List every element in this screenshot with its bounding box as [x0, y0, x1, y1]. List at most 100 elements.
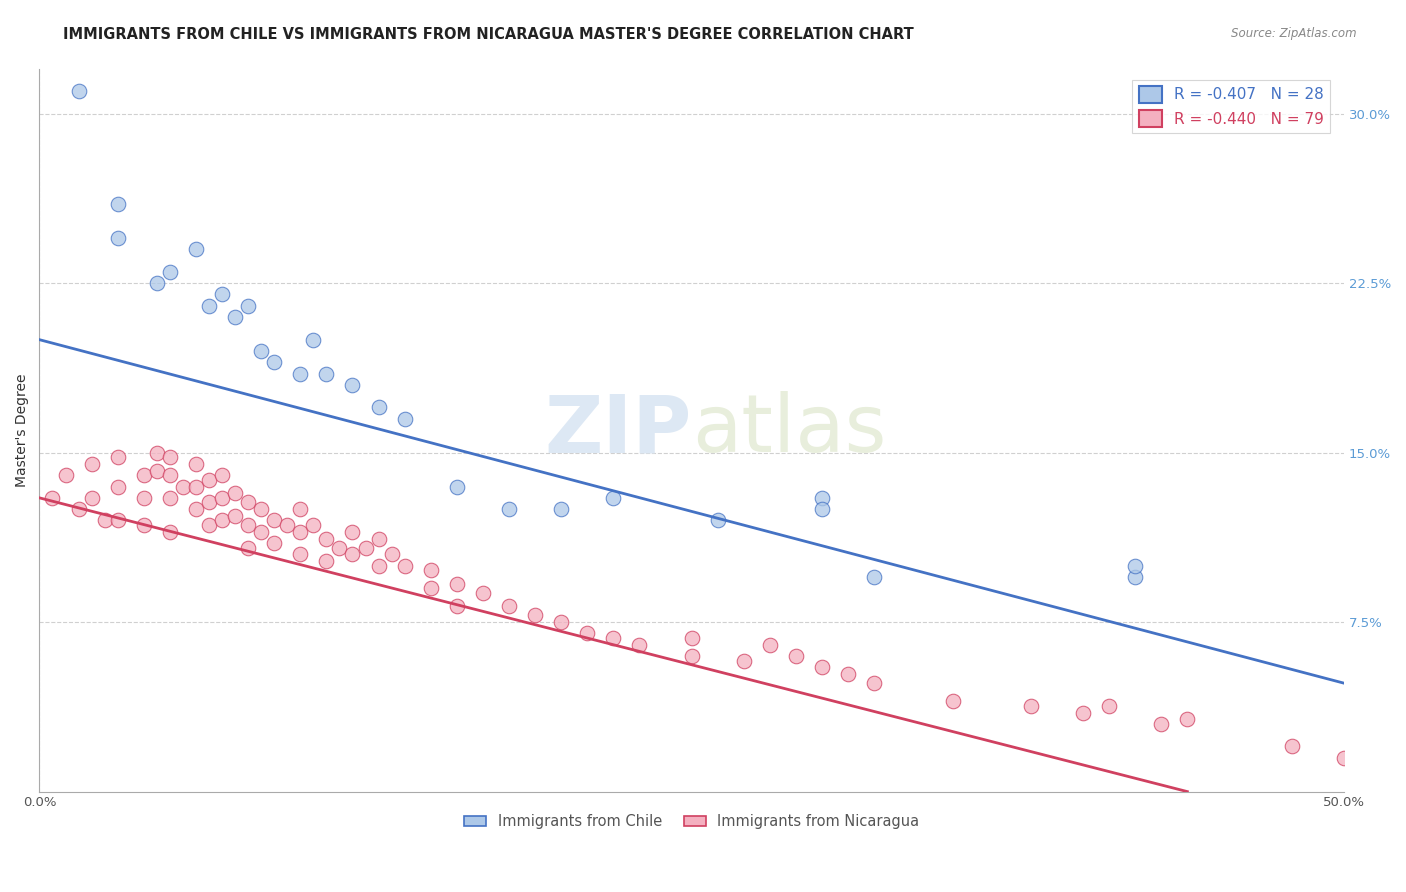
Point [394, 558, 416, 573]
Point [93, 513, 115, 527]
Point [342, 524, 364, 539]
Point [198, 495, 221, 509]
Point [41, 491, 63, 505]
Point [446, 576, 468, 591]
Point [706, 513, 728, 527]
Point [107, 231, 129, 245]
Point [524, 608, 547, 623]
Point [236, 299, 259, 313]
Point [315, 554, 337, 568]
Point [224, 486, 246, 500]
Point [224, 508, 246, 523]
Point [236, 541, 259, 555]
Point [250, 524, 273, 539]
Point [55, 468, 77, 483]
Point [302, 518, 325, 533]
Point [132, 491, 155, 505]
Point [159, 524, 181, 539]
Point [471, 586, 494, 600]
Point [250, 343, 273, 358]
Point [602, 491, 624, 505]
Point [342, 547, 364, 561]
Legend: Immigrants from Chile, Immigrants from Nicaragua: Immigrants from Chile, Immigrants from N… [458, 808, 925, 835]
Point [276, 518, 298, 533]
Point [837, 667, 859, 681]
Point [446, 479, 468, 493]
Point [236, 518, 259, 533]
Point [146, 464, 169, 478]
Point [342, 377, 364, 392]
Point [576, 626, 599, 640]
Point [80, 491, 103, 505]
Point [628, 638, 651, 652]
Point [107, 479, 129, 493]
Point [224, 310, 246, 324]
Point [1333, 750, 1355, 764]
Point [419, 563, 441, 577]
Point [290, 547, 312, 561]
Point [446, 599, 468, 614]
Point [184, 479, 207, 493]
Point [184, 242, 207, 256]
Point [863, 676, 886, 690]
Point [367, 558, 389, 573]
Point [315, 532, 337, 546]
Point [733, 654, 755, 668]
Point [302, 333, 325, 347]
Point [367, 401, 389, 415]
Point [811, 502, 834, 516]
Text: ZIP: ZIP [544, 391, 692, 469]
Point [785, 648, 807, 663]
Point [290, 502, 312, 516]
Point [1071, 706, 1094, 720]
Point [1019, 698, 1042, 713]
Point [184, 457, 207, 471]
Point [394, 411, 416, 425]
Point [759, 638, 782, 652]
Point [811, 660, 834, 674]
Point [1175, 712, 1198, 726]
Point [159, 468, 181, 483]
Point [67, 84, 90, 98]
Point [328, 541, 350, 555]
Point [1150, 716, 1173, 731]
Point [498, 599, 520, 614]
Point [172, 479, 194, 493]
Point [146, 445, 169, 459]
Point [1098, 698, 1121, 713]
Point [419, 581, 441, 595]
Text: IMMIGRANTS FROM CHILE VS IMMIGRANTS FROM NICARAGUA MASTER'S DEGREE CORRELATION C: IMMIGRANTS FROM CHILE VS IMMIGRANTS FROM… [63, 27, 914, 42]
Point [211, 287, 233, 301]
Point [211, 468, 233, 483]
Point [1123, 558, 1146, 573]
Point [354, 541, 377, 555]
Point [236, 495, 259, 509]
Point [315, 367, 337, 381]
Point [550, 615, 572, 629]
Point [681, 631, 703, 645]
Point [211, 513, 233, 527]
Point [367, 532, 389, 546]
Point [107, 513, 129, 527]
Point [198, 518, 221, 533]
Point [681, 648, 703, 663]
Point [263, 355, 285, 369]
Point [941, 694, 963, 708]
Point [263, 536, 285, 550]
Point [290, 367, 312, 381]
Point [146, 276, 169, 290]
Point [132, 468, 155, 483]
Point [107, 450, 129, 465]
Point [263, 513, 285, 527]
Point [198, 473, 221, 487]
Point [67, 502, 90, 516]
Point [80, 457, 103, 471]
Point [159, 265, 181, 279]
Point [211, 491, 233, 505]
Point [250, 502, 273, 516]
Point [1123, 570, 1146, 584]
Point [184, 502, 207, 516]
Point [602, 631, 624, 645]
Point [498, 502, 520, 516]
Point [107, 197, 129, 211]
